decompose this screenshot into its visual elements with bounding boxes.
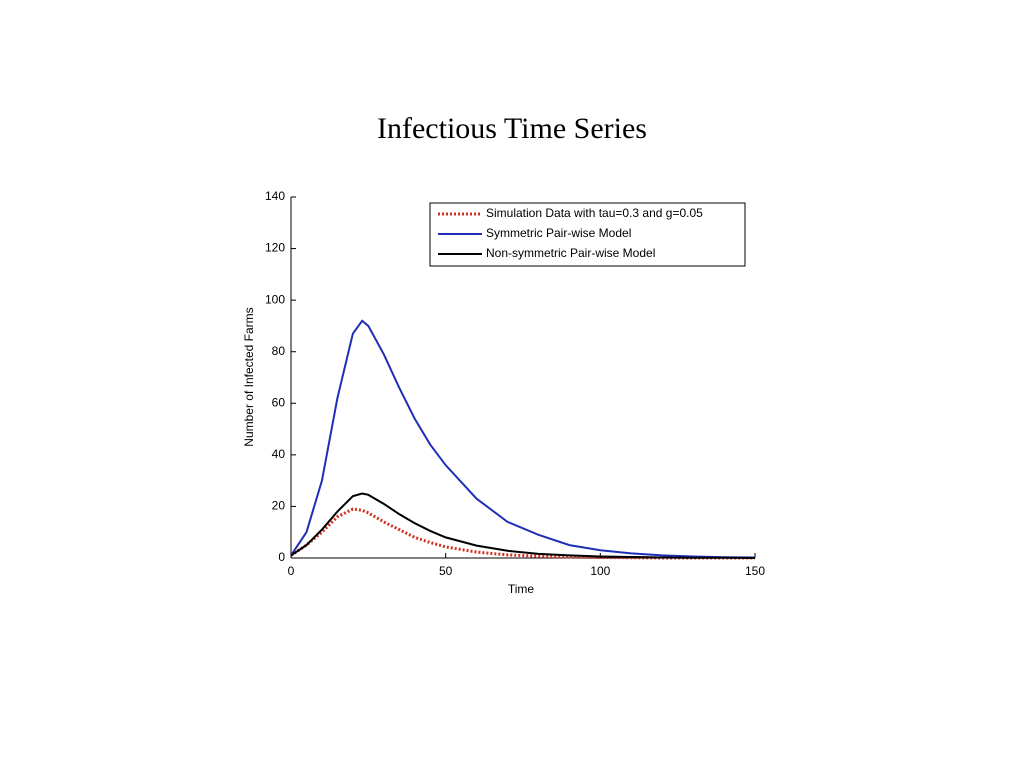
series-line	[290, 507, 755, 560]
legend-box	[429, 202, 746, 267]
x-tick-label: 150	[745, 564, 765, 578]
y-tick-label: 0	[278, 550, 285, 564]
legend-label: Simulation Data with tau=0.3 and g=0.05	[486, 206, 703, 220]
y-tick-label: 120	[265, 241, 285, 255]
legend-label: Symmetric Pair-wise Model	[486, 226, 631, 240]
y-tick-label: 40	[272, 447, 286, 461]
y-tick-label: 100	[265, 292, 285, 306]
y-tick-label: 60	[272, 395, 286, 409]
chart-title: Infectious Time Series	[377, 112, 647, 145]
x-tick-label: 100	[590, 564, 610, 578]
y-tick-label: 20	[272, 499, 286, 513]
legend-label: Non-symmetric Pair-wise Model	[486, 246, 655, 260]
y-tick-label: 80	[272, 344, 286, 358]
x-tick-label: 0	[288, 564, 295, 578]
series-line	[290, 319, 756, 559]
x-tick-label: 50	[439, 564, 453, 578]
y-axis-label: Number of Infected Farms	[242, 307, 256, 446]
y-tick-label: 140	[265, 189, 285, 203]
series-line	[290, 492, 756, 559]
x-axis-label: Time	[508, 582, 535, 596]
